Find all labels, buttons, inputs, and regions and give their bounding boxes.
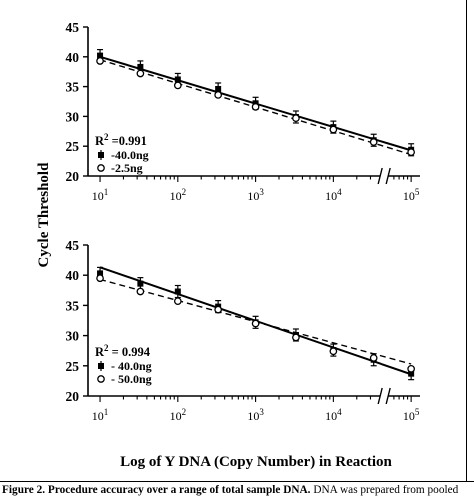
x-tick-label-exponent: 3 xyxy=(259,407,264,417)
x-tick-label: 103 xyxy=(247,407,264,423)
y-tick-label: 25 xyxy=(66,359,80,374)
data-point-circle xyxy=(369,138,378,146)
figure: Cycle Threshold Log of Y DNA (Copy Numbe… xyxy=(36,20,420,470)
axis-break-mark xyxy=(377,387,383,405)
x-tick-label: 105 xyxy=(403,407,420,423)
r-squared-superscript: 2 xyxy=(104,132,109,142)
data-point-square xyxy=(137,280,144,287)
y-tick-label: 35 xyxy=(66,80,80,95)
y-tick-label: 45 xyxy=(66,20,80,35)
x-tick-label: 102 xyxy=(170,187,187,203)
r-squared-value: =0.991 xyxy=(109,134,147,148)
y-tick-label: 40 xyxy=(66,50,80,65)
axis-break-mark xyxy=(377,167,383,185)
r-squared-label: R2 =0.991 xyxy=(95,132,147,148)
x-tick-label-exponent: 1 xyxy=(104,187,109,197)
x-tick-label-base: 10 xyxy=(403,189,415,203)
x-tick-label-exponent: 2 xyxy=(182,187,187,197)
axis-break-mark xyxy=(385,167,391,185)
r-squared-label: R2 = 0.994 xyxy=(95,343,151,359)
data-point-square xyxy=(215,85,222,92)
legend-entry-label: -2.5ng xyxy=(111,161,143,175)
x-tick-label: 103 xyxy=(247,187,264,203)
y-tick-label: 30 xyxy=(66,109,80,124)
x-tick-label-base: 10 xyxy=(325,189,337,203)
y-tick-label: 40 xyxy=(66,268,80,283)
x-axis-label: Log of Y DNA (Copy Number) in Reaction xyxy=(120,454,392,470)
data-point-square xyxy=(97,270,104,277)
data-point-circle xyxy=(251,103,260,111)
x-tick-label-exponent: 4 xyxy=(337,187,342,197)
r-squared-symbol: R xyxy=(95,345,105,359)
y-tick-label: 20 xyxy=(66,169,80,184)
figure-caption: Figure 2. Procedure accuracy over a rang… xyxy=(0,481,474,499)
x-tick-label: 105 xyxy=(403,187,420,203)
data-point-circle xyxy=(292,333,300,342)
r-squared-superscript: 2 xyxy=(104,343,109,353)
data-point-square xyxy=(97,52,104,59)
legend-marker-circle xyxy=(97,164,105,172)
legend-entry-label: - 40.0ng xyxy=(111,359,152,373)
data-point-circle xyxy=(136,287,145,296)
data-point-circle xyxy=(173,297,182,306)
x-tick-label-exponent: 5 xyxy=(415,187,420,197)
data-point-circle xyxy=(214,91,222,99)
x-tick-label-exponent: 4 xyxy=(337,407,342,417)
r-squared-value: = 0.994 xyxy=(109,345,151,359)
data-point-circle xyxy=(292,114,300,123)
data-point-circle xyxy=(251,319,260,328)
legend-marker-circle xyxy=(97,375,105,383)
x-tick-label-exponent: 1 xyxy=(104,407,109,417)
data-point-circle xyxy=(329,125,338,134)
x-tick-label-base: 10 xyxy=(403,409,415,423)
legend-entry-label: -40.0ng xyxy=(111,148,149,162)
data-point-circle xyxy=(407,148,415,157)
x-tick-label-base: 10 xyxy=(325,409,337,423)
legend-marker-square xyxy=(98,152,104,158)
x-tick-label-base: 10 xyxy=(170,409,182,423)
r-squared-symbol: R xyxy=(95,134,105,148)
axis-break-mark xyxy=(385,387,391,405)
y-tick-label: 20 xyxy=(66,389,80,404)
x-tick-label: 104 xyxy=(325,407,342,423)
y-tick-label: 45 xyxy=(66,238,80,253)
data-point-circle xyxy=(407,364,415,373)
x-tick-label-exponent: 3 xyxy=(259,187,264,197)
legend-marker-square xyxy=(98,363,104,369)
legend-entry-label: - 50.0ng xyxy=(111,372,152,386)
caption-bold: Figure 2. Procedure accuracy over a rang… xyxy=(2,484,311,496)
x-tick-label: 102 xyxy=(170,407,187,423)
x-tick-label-base: 10 xyxy=(247,189,259,203)
x-tick-label: 101 xyxy=(92,407,109,423)
data-point-circle xyxy=(96,57,104,65)
x-tick-label: 104 xyxy=(325,187,342,203)
data-point-circle xyxy=(369,354,378,362)
data-point-circle xyxy=(329,347,338,356)
x-tick-label-exponent: 2 xyxy=(182,407,187,417)
x-tick-label-base: 10 xyxy=(170,189,182,203)
data-point-circle xyxy=(96,274,104,283)
x-tick-label: 101 xyxy=(92,187,109,203)
data-point-square xyxy=(174,288,181,295)
x-tick-label-exponent: 5 xyxy=(415,407,420,417)
data-point-square xyxy=(174,76,181,83)
x-tick-label-base: 10 xyxy=(92,189,104,203)
data-point-circle xyxy=(136,69,145,78)
x-tick-label-base: 10 xyxy=(247,409,259,423)
data-point-square xyxy=(408,370,415,377)
figure-border xyxy=(466,0,467,481)
y-tick-label: 25 xyxy=(66,139,80,154)
caption-rest: DNA was prepared from pooled xyxy=(310,484,459,496)
y-tick-label: 35 xyxy=(66,298,80,313)
x-tick-label-base: 10 xyxy=(92,409,104,423)
y-tick-label: 30 xyxy=(66,329,80,344)
data-point-square xyxy=(137,63,144,70)
y-axis-label: Cycle Threshold xyxy=(36,162,52,268)
data-point-circle xyxy=(214,305,222,314)
data-point-circle xyxy=(173,81,182,90)
